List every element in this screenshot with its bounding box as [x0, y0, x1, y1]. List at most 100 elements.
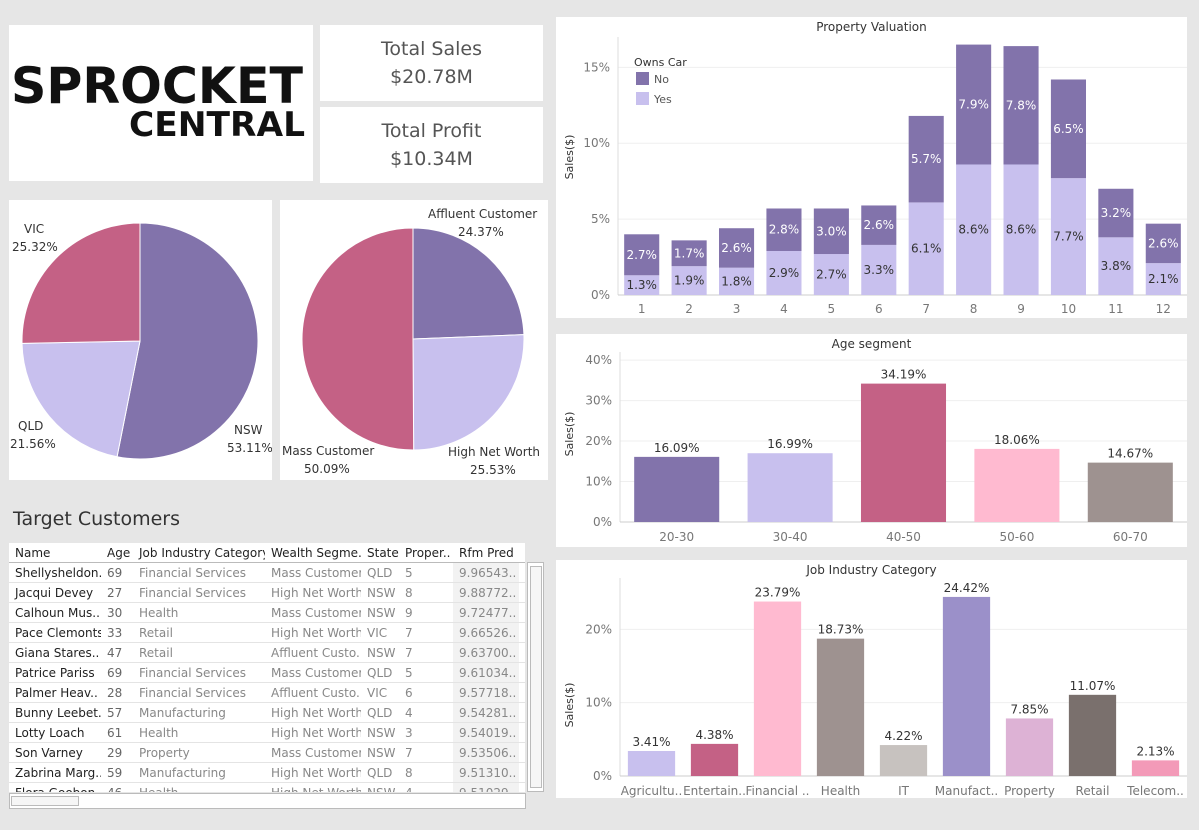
bar-segment-no[interactable] [766, 208, 802, 251]
target-customers-table: Name Age Job Industry Category Wealth Segme… [9, 543, 525, 792]
bar[interactable] [860, 383, 947, 522]
table-row[interactable]: Flora Goobon46HealthHigh Net WorthNSW49.… [9, 783, 525, 792]
x-tick-label: Retail [1076, 784, 1110, 798]
bar-segment-no[interactable] [1003, 46, 1039, 165]
table-row[interactable]: Son Varney 29 Property Mass Customer NSW 7 9.5… [9, 743, 525, 763]
bar-segment-yes[interactable] [956, 164, 992, 295]
scrollbar-thumb[interactable] [530, 566, 542, 788]
total-sales-value: $20.78M [390, 66, 473, 88]
bar-segment-no[interactable] [1098, 188, 1134, 238]
property-valuation-chart[interactable]: Sales($) Owns Car No Yes 0% 5% 10% 15% 1.3% 2… [556, 17, 1187, 318]
data-label: 14.67% [1107, 447, 1153, 461]
table-row[interactable]: Calhoun Mus.. 30 Health Mass Customer NSW 9 9.… [9, 603, 525, 623]
scrollbar-thumb[interactable] [11, 796, 79, 806]
bar[interactable] [816, 638, 865, 776]
table-row[interactable]: Palmer Heav.. 28 Financial Services Affluen… [9, 683, 525, 703]
bar-segment-no[interactable] [624, 234, 660, 276]
column-header[interactable]: Job Industry Category [133, 543, 265, 562]
table-row[interactable]: Shellysheldon.. 69 Financial Services Mass … [9, 563, 525, 583]
table-row[interactable]: Zabrina Marg.. 59 Manufacturing High Net Wo… [9, 763, 525, 783]
pie-slice-qld[interactable] [21, 340, 141, 458]
bar-segment-yes[interactable] [813, 254, 849, 295]
table-cell: 57 [107, 706, 123, 720]
bar-segment-no[interactable] [1145, 223, 1181, 264]
bar[interactable] [942, 596, 991, 776]
bar-segment-yes[interactable] [718, 267, 755, 295]
table-row[interactable]: Pace Clemonts 33 Retail High Net Worth VIC 7 9… [9, 623, 525, 643]
table-horizontal-scrollbar[interactable] [9, 793, 526, 809]
column-header[interactable]: Age [101, 543, 133, 562]
pie-slice-affluent-customer[interactable] [412, 227, 525, 340]
job-industry-chart[interactable]: Sales($) 0% 10% 20% 3.41% Agricultu.. 4.38% En… [556, 560, 1187, 798]
data-label: 7.9% [958, 98, 989, 112]
table-cell: 8 [405, 766, 413, 780]
table-cell: QLD [367, 706, 393, 720]
bar-segment-yes[interactable] [1050, 178, 1087, 295]
table-row[interactable]: Lotty Loach 61 Health High Net Worth NSW 3 9.5… [9, 723, 525, 743]
data-label: 2.13% [1136, 744, 1174, 758]
bar-segment-yes[interactable] [861, 244, 897, 295]
table-row[interactable]: Giana Stares.. 47 Retail Affluent Custo.. NS… [9, 643, 525, 663]
bar[interactable] [1131, 760, 1180, 776]
bar-segment-yes[interactable] [1003, 164, 1039, 295]
column-header[interactable]: State [361, 543, 399, 562]
bar-segment-yes[interactable] [766, 250, 802, 295]
bar-segment-no[interactable] [718, 228, 755, 268]
bar-segment-yes[interactable] [1145, 263, 1181, 295]
y-tick-label: 0% [593, 515, 612, 529]
table-cell: High Net Worth [271, 706, 361, 720]
bar-segment-no[interactable] [1050, 79, 1087, 179]
bar-segment-no[interactable] [861, 205, 897, 245]
pie-pct-vic: 25.32% [12, 240, 58, 254]
table-row[interactable]: Bunny Leebet.. 57 Manufacturing High Net Wo… [9, 703, 525, 723]
pie-slice-mass-customer[interactable] [301, 227, 415, 451]
bar-segment-yes[interactable] [908, 202, 944, 295]
bar-segment-yes[interactable] [624, 275, 660, 295]
bar[interactable] [1005, 718, 1054, 776]
bar[interactable] [753, 601, 802, 776]
bar[interactable] [1087, 462, 1173, 522]
table-cell: 27 [107, 586, 123, 600]
table-cell: Son Varney [15, 746, 83, 760]
bar[interactable] [879, 745, 928, 776]
bar-segment-no[interactable] [813, 208, 849, 255]
table-cell: Affluent Custo.. [271, 686, 361, 700]
pie-slice-nsw[interactable] [116, 222, 259, 460]
data-label: 4.38% [695, 728, 733, 742]
y-tick-label: 10% [585, 475, 612, 489]
data-label: 1.8% [721, 274, 752, 288]
pie-slice-high-net-worth[interactable] [412, 334, 525, 451]
bar-segment-no[interactable] [671, 240, 707, 267]
table-cell: 9 [405, 606, 413, 620]
bar[interactable] [1068, 694, 1117, 776]
bar-segment-no[interactable] [956, 44, 992, 165]
table-row[interactable]: Jacqui Devey 27 Financial Services High Net… [9, 583, 525, 603]
age-segment-chart[interactable]: Sales($) 0% 10% 20% 30% 40% 16.09% 20-30 16.99%… [556, 334, 1187, 547]
column-header[interactable]: Name [9, 543, 101, 562]
column-header[interactable]: Proper.. [399, 543, 453, 562]
pie-slice-vic[interactable] [21, 222, 141, 344]
table-cell: 69 [107, 566, 123, 580]
bar[interactable] [747, 453, 833, 522]
table-vertical-scrollbar[interactable] [527, 562, 544, 792]
table-row[interactable]: Patrice Pariss 69 Financial Services Mass C… [9, 663, 525, 683]
column-header[interactable]: Rfm Pred [453, 543, 519, 562]
bar[interactable] [974, 448, 1060, 522]
data-label: 3.0% [816, 224, 847, 238]
wealth-pie-chart[interactable]: Affluent Customer 24.37% High Net Worth … [280, 200, 548, 480]
data-label: 34.19% [881, 368, 927, 382]
bar-segment-yes[interactable] [671, 266, 707, 295]
state-pie-chart[interactable]: VIC 25.32% QLD 21.56% NSW 53.11% [9, 200, 273, 480]
x-tick-label: 30-40 [773, 530, 808, 544]
bar[interactable] [634, 456, 720, 522]
column-header[interactable]: Wealth Segme.. [265, 543, 361, 562]
pie-pct-hnw: 25.53% [470, 463, 516, 477]
x-tick-label: 60-70 [1113, 530, 1148, 544]
table-cell: 9.63700.. [453, 643, 519, 662]
bar-segment-no[interactable] [908, 115, 944, 203]
table-cell: Pace Clemonts [15, 626, 101, 640]
bar[interactable] [690, 743, 739, 776]
bar-segment-yes[interactable] [1098, 237, 1134, 295]
pie-pct-nsw: 53.11% [227, 441, 272, 455]
bar[interactable] [627, 750, 676, 776]
